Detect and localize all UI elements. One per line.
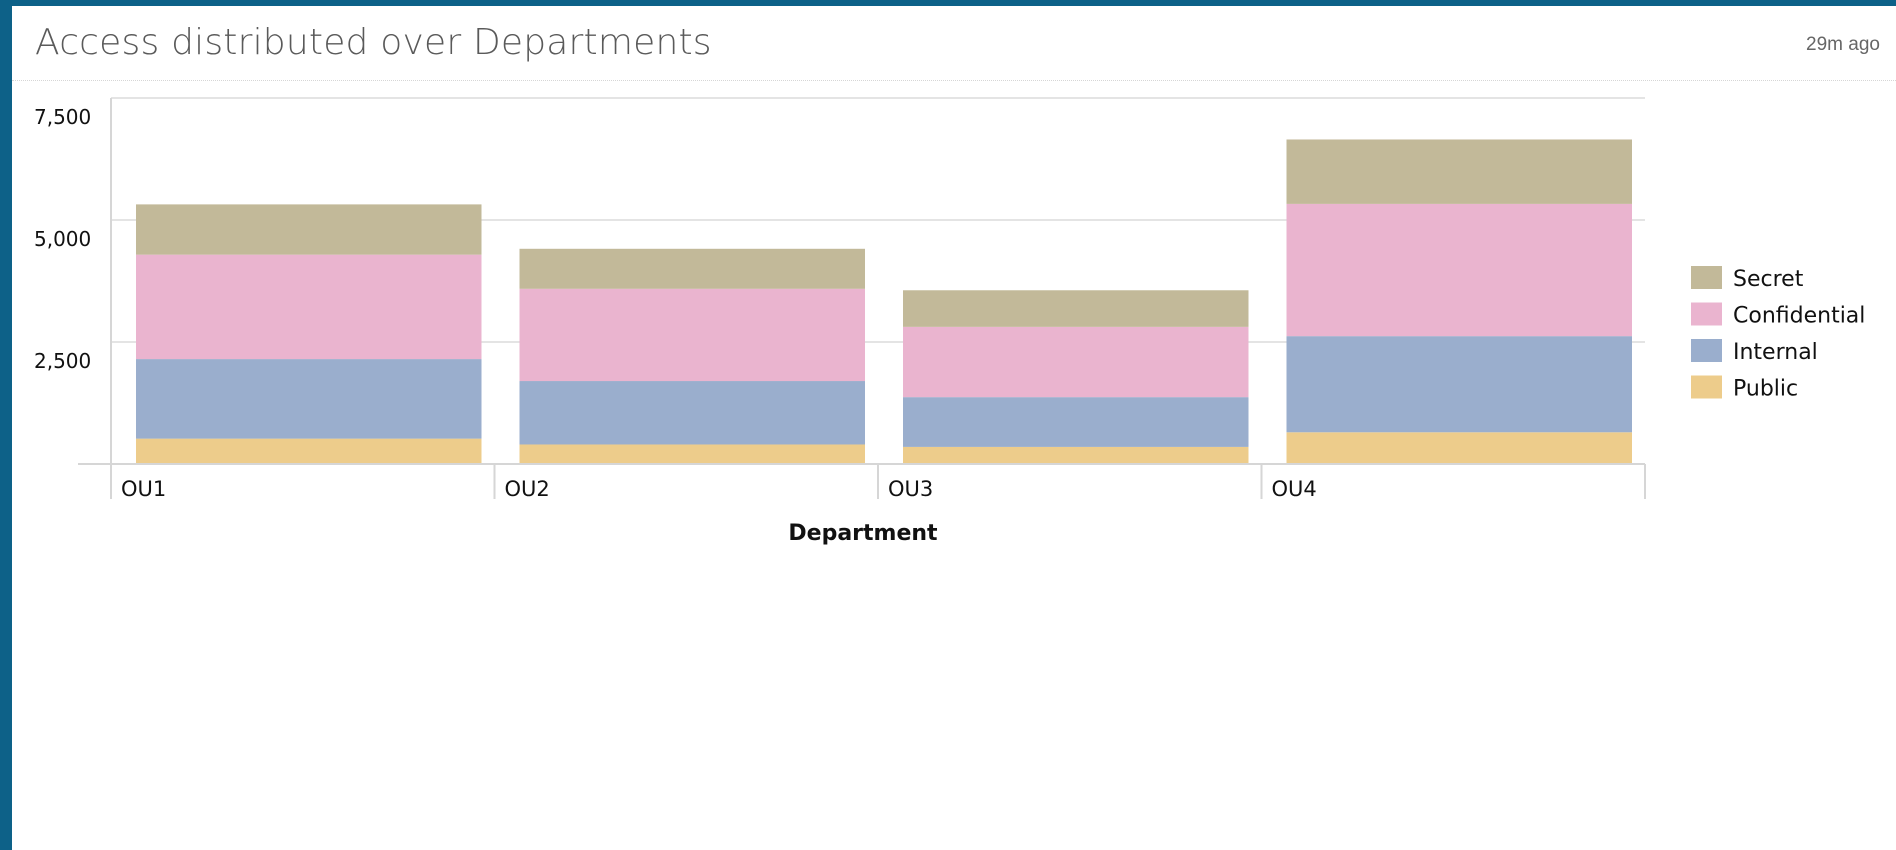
bar-segment-secret — [1286, 139, 1632, 204]
bar-segment-internal — [1286, 336, 1632, 433]
legend-label-public: Public — [1733, 377, 1798, 402]
bar-segment-public — [903, 446, 1249, 464]
bar-segment-internal — [903, 397, 1249, 447]
x-tick-label: OU4 — [1272, 477, 1317, 501]
bar-segment-public — [1286, 432, 1632, 464]
bar-segment-public — [519, 444, 865, 464]
bar-segment-confidential — [519, 288, 865, 382]
panel-title: Access distributed over Departments — [35, 22, 712, 63]
last-updated-label: 29m ago — [1806, 34, 1880, 55]
x-tick-label: OU2 — [505, 477, 550, 501]
bar-segment-confidential — [903, 326, 1249, 398]
bar-segment-internal — [519, 381, 865, 445]
chart-bars — [136, 139, 1632, 464]
bar-segment-confidential — [136, 254, 482, 360]
legend-swatch-internal — [1691, 339, 1722, 362]
chart-labels: 2,500 5,000 7,500 OU1 OU2 OU3 OU4 Department — [34, 105, 1317, 546]
legend-label-confidential: Confidential — [1733, 304, 1865, 329]
bar-segment-confidential — [1286, 203, 1632, 337]
y-tick-label: 2,500 — [34, 349, 91, 373]
x-tick-label: OU1 — [121, 477, 166, 501]
bar-segment-secret — [903, 290, 1249, 327]
bar-segment-public — [136, 438, 482, 464]
x-tick-label: OU3 — [888, 477, 933, 501]
bar-segment-secret — [519, 248, 865, 289]
chart-axes — [78, 98, 1646, 499]
legend-swatch-public — [1691, 375, 1722, 399]
panel-header: Access distributed over Departments 29m … — [12, 6, 1896, 81]
bar-segment-secret — [136, 204, 482, 255]
bar-segment-internal — [136, 359, 482, 439]
legend-label-internal: Internal — [1733, 340, 1818, 365]
y-tick-label: 7,500 — [34, 105, 91, 129]
chart-legend: Secret Confidential Internal Public — [1691, 266, 1865, 402]
x-axis-title: Department — [788, 521, 938, 546]
legend-swatch-secret — [1691, 266, 1722, 289]
y-tick-label: 5,000 — [34, 227, 91, 251]
legend-label-secret: Secret — [1733, 267, 1804, 292]
legend-swatch-confidential — [1691, 302, 1722, 326]
